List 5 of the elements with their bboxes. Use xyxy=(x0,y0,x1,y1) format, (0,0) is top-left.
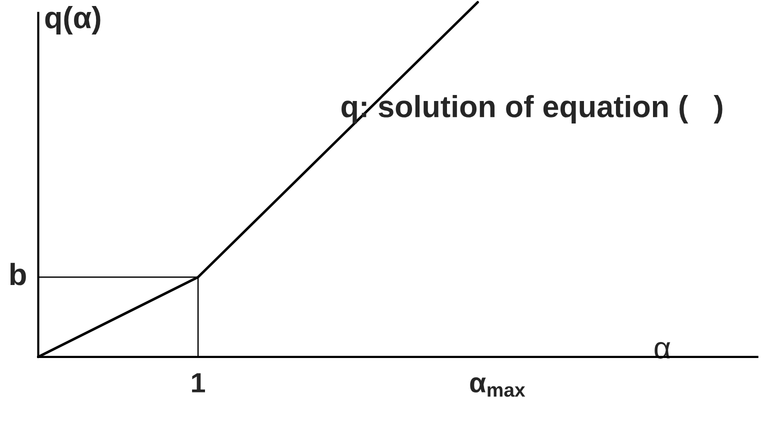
x-tick-label: 1 xyxy=(192,373,205,392)
annotation: q: solution of equation ( ) xyxy=(342,94,722,124)
text: b xyxy=(10,262,26,286)
x-tick-label: α$_{max}$ xyxy=(470,377,526,397)
y-axis-title: q(α) xyxy=(45,6,100,35)
